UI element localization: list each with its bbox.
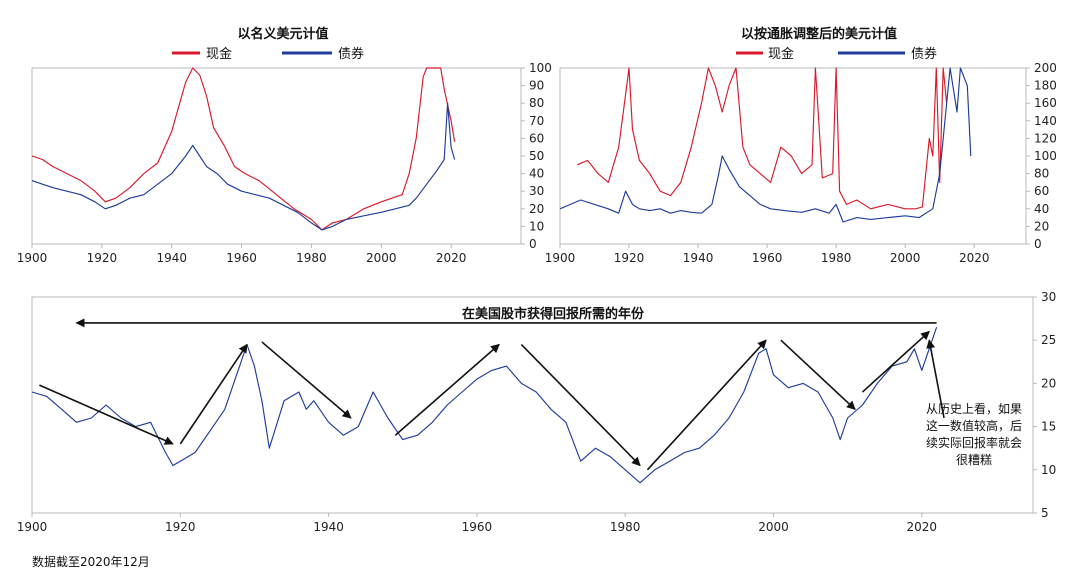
- series-line-years: [31, 327, 938, 484]
- annotation-arrow: [261, 341, 352, 419]
- chart-real: 以按通胀调整后的美元计值 现金 债券 1900 1920 1940 1960 1980 2…: [545, 26, 1057, 265]
- y-tick-label: 10: [1041, 463, 1056, 477]
- plot-area: [31, 67, 456, 231]
- annotation-arrow: [520, 343, 641, 467]
- x-tick-label: 1940: [156, 251, 187, 265]
- annotation-arrow: [39, 384, 174, 445]
- y-tick-label: 100: [529, 61, 552, 75]
- x-axis: 1900 1920 1940 1960 1980 2000 2020: [17, 244, 467, 265]
- x-tick-label: 2000: [890, 251, 921, 265]
- x-tick-label: 1900: [17, 251, 48, 265]
- annotation-arrow: [780, 339, 856, 411]
- x-tick-label: 1920: [165, 520, 196, 534]
- y-tick-label: 40: [529, 167, 544, 181]
- y-tick-label: 80: [529, 96, 544, 110]
- annotation-arrow: [926, 339, 945, 419]
- annotation-line: 很糟糕: [956, 452, 992, 467]
- chart-years-to-return: 1900 1920 1940 1960 1980 2000 2020 5 10 15 20 25 30…: [17, 290, 1057, 534]
- y-tick-label: 10: [529, 219, 544, 233]
- x-tick-label: 1980: [610, 520, 641, 534]
- y-tick-label: 25: [1041, 333, 1056, 347]
- x-tick-label: 1960: [462, 520, 493, 534]
- annotation-line: 从历史上看，如果: [926, 401, 1022, 416]
- plot-area: [559, 67, 972, 223]
- x-tick-label: 2020: [436, 251, 467, 265]
- y-tick-label: 20: [529, 202, 544, 216]
- y-axis: 5 10 15 20 25 30: [1033, 290, 1056, 520]
- y-tick-label: 20: [1034, 219, 1049, 233]
- annotation-arrow: [861, 330, 930, 393]
- y-tick-label: 60: [529, 131, 544, 145]
- x-axis: 1900 1920 1940 1960 1980 2000 2020: [17, 513, 937, 534]
- annotation-arrow: [646, 339, 767, 471]
- legend-cash-label: 现金: [768, 46, 794, 62]
- plot-frame: [31, 67, 522, 245]
- annotation-text: 从历史上看，如果 这一数值较高，后 续实际回报率就会 很糟糕: [926, 401, 1022, 467]
- footnote: 数据截至2020年12月: [32, 554, 150, 569]
- x-tick-label: 1980: [821, 251, 852, 265]
- annotation-arrow: [394, 343, 500, 436]
- y-tick-label: 90: [529, 79, 544, 93]
- y-tick-label: 50: [529, 149, 544, 163]
- series-line-bonds: [559, 67, 972, 223]
- y-tick-label: 80: [1034, 167, 1049, 181]
- legend-bonds-label: 债券: [911, 46, 937, 62]
- series-line-cash: [31, 67, 456, 231]
- x-tick-label: 1980: [296, 251, 327, 265]
- series-line-bonds: [31, 102, 456, 231]
- x-tick-label: 1940: [313, 520, 344, 534]
- y-tick-label: 160: [1034, 96, 1057, 110]
- plot-frame: [559, 67, 1027, 245]
- x-tick-label: 2000: [758, 520, 789, 534]
- y-tick-label: 100: [1034, 149, 1057, 163]
- y-tick-label: 40: [1034, 202, 1049, 216]
- y-tick-label: 20: [1041, 376, 1056, 390]
- y-tick-label: 120: [1034, 131, 1057, 145]
- chart-nominal-title: 以名义美元计值: [237, 26, 328, 42]
- y-tick-label: 0: [529, 237, 537, 251]
- x-tick-label: 2020: [907, 520, 938, 534]
- x-axis: 1900 1920 1940 1960 1980 2000 2020: [545, 244, 990, 265]
- annotation-arrow: [179, 343, 248, 445]
- y-tick-label: 30: [529, 184, 544, 198]
- annotation-arrows: [39, 318, 945, 471]
- chart-nominal: 以名义美元计值 现金 债券 1900 1920 1940 1960 1980 2000 20…: [17, 26, 552, 265]
- x-tick-label: 2020: [959, 251, 990, 265]
- x-tick-label: 1900: [17, 520, 48, 534]
- x-tick-label: 1960: [752, 251, 783, 265]
- y-tick-label: 200: [1034, 61, 1057, 75]
- series-line-cash: [577, 67, 948, 210]
- annotation-line: 续实际回报率就会: [926, 435, 1022, 450]
- y-tick-label: 60: [1034, 184, 1049, 198]
- y-tick-label: 180: [1034, 79, 1057, 93]
- x-tick-label: 1960: [226, 251, 257, 265]
- y-axis: 0 20 40 60 80 100 120 140 160 180 200: [1026, 61, 1057, 251]
- y-tick-label: 15: [1041, 420, 1056, 434]
- x-tick-label: 1920: [614, 251, 645, 265]
- legend-cash-label: 现金: [206, 46, 232, 62]
- y-tick-label: 70: [529, 114, 544, 128]
- chart-years-title: 在美国股市获得回报所需的年份: [462, 306, 645, 322]
- y-axis: 0 10 20 30 40 50 60 70 80 90 100: [521, 61, 552, 251]
- legend-bonds-label: 债券: [338, 46, 364, 62]
- chart-real-title: 以按通胀调整后的美元计值: [741, 26, 897, 42]
- y-tick-label: 30: [1041, 290, 1056, 304]
- annotation-line: 这一数值较高，后: [926, 418, 1022, 433]
- y-tick-label: 5: [1041, 506, 1049, 520]
- x-tick-label: 1940: [683, 251, 714, 265]
- plot-area: [31, 327, 938, 484]
- y-tick-label: 0: [1034, 237, 1042, 251]
- plot-frame: [31, 296, 1034, 514]
- x-tick-label: 1920: [87, 251, 118, 265]
- x-tick-label: 2000: [366, 251, 397, 265]
- x-tick-label: 1900: [545, 251, 576, 265]
- y-tick-label: 140: [1034, 114, 1057, 128]
